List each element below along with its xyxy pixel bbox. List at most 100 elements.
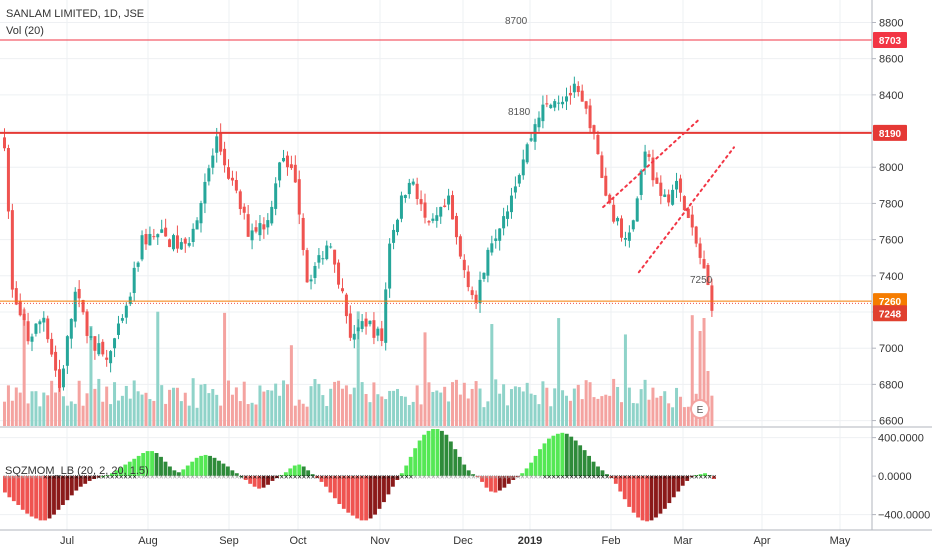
candle-body bbox=[160, 229, 164, 233]
squeeze-dot: × bbox=[498, 473, 503, 482]
squeeze-dot: × bbox=[676, 473, 681, 482]
candle-body bbox=[109, 351, 113, 364]
candle-body bbox=[451, 195, 455, 220]
indicator-tick-label: 0.0000 bbox=[878, 471, 912, 483]
volume-bar bbox=[564, 395, 568, 426]
candle-body bbox=[392, 229, 396, 243]
candle-body bbox=[85, 311, 89, 336]
momentum-bar bbox=[52, 476, 56, 515]
momentum-bar bbox=[324, 476, 328, 487]
candle-body bbox=[317, 255, 321, 263]
candle-body bbox=[156, 234, 160, 238]
volume-bar bbox=[250, 402, 254, 426]
candle-body bbox=[427, 221, 431, 223]
volume-bar bbox=[506, 405, 510, 426]
momentum-bar bbox=[404, 465, 409, 477]
momentum-bar bbox=[596, 466, 600, 477]
momentum-bar bbox=[542, 443, 547, 477]
candle-body bbox=[262, 224, 266, 230]
candle-body bbox=[191, 228, 195, 242]
volume-bar bbox=[454, 379, 458, 426]
candle-body bbox=[561, 101, 565, 105]
candle-body bbox=[136, 262, 140, 267]
squeeze-dot: × bbox=[163, 473, 168, 482]
squeeze-dot: × bbox=[449, 473, 454, 482]
squeeze-dot: × bbox=[123, 473, 128, 482]
volume-bar bbox=[156, 311, 160, 426]
squeeze-dot: × bbox=[248, 473, 253, 482]
indicator-legend[interactable]: SQZMOM_LB (20, 2, 20, 1.5) bbox=[5, 465, 149, 477]
candle-body bbox=[403, 195, 407, 199]
momentum-bar bbox=[382, 476, 386, 503]
candle-body bbox=[65, 336, 69, 366]
momentum-bar bbox=[529, 462, 534, 477]
volume-legend[interactable]: Vol (20) bbox=[6, 25, 44, 37]
volume-bar bbox=[380, 396, 384, 426]
squeeze-dot: × bbox=[199, 473, 204, 482]
event-marker-label: E bbox=[697, 405, 704, 416]
volume-bar bbox=[340, 388, 344, 426]
candle-body bbox=[678, 178, 682, 193]
squeeze-dot: × bbox=[65, 473, 70, 482]
momentum-bar bbox=[555, 433, 560, 477]
momentum-bar bbox=[20, 476, 25, 510]
volume-bar bbox=[65, 405, 69, 426]
candle-body bbox=[313, 265, 317, 278]
candle-body bbox=[77, 288, 81, 299]
candle-body bbox=[663, 194, 667, 197]
momentum-bar bbox=[395, 476, 400, 480]
volume-bar bbox=[423, 332, 427, 426]
candle-body bbox=[238, 191, 242, 210]
squeeze-dot: × bbox=[159, 473, 164, 482]
candle-body bbox=[360, 321, 364, 329]
price-tick-label: 7600 bbox=[879, 235, 903, 247]
squeeze-dot: × bbox=[190, 473, 195, 482]
squeeze-dot: × bbox=[471, 473, 476, 482]
momentum-bar bbox=[368, 476, 373, 519]
squeeze-dot: × bbox=[658, 473, 663, 482]
momentum-bar bbox=[676, 476, 681, 492]
momentum-bar bbox=[69, 476, 74, 496]
volume-bar bbox=[545, 387, 549, 426]
squeeze-dot: × bbox=[355, 473, 360, 482]
squeeze-dot: × bbox=[672, 473, 677, 482]
momentum-bar bbox=[662, 476, 667, 509]
candle-body bbox=[706, 265, 710, 286]
symbol-title[interactable]: SANLAM LIMITED, 1D, JSE bbox=[6, 8, 145, 20]
volume-bar bbox=[34, 391, 38, 426]
candle-body bbox=[6, 148, 10, 212]
candle-body bbox=[588, 105, 592, 129]
volume-bar bbox=[576, 384, 580, 426]
candle-body bbox=[498, 228, 502, 241]
squeeze-dot: × bbox=[583, 473, 588, 482]
momentum-bar bbox=[489, 476, 493, 492]
squeeze-dot: × bbox=[462, 473, 467, 482]
momentum-bar bbox=[689, 476, 694, 478]
squeeze-dot: × bbox=[208, 473, 213, 482]
volume-bar bbox=[427, 382, 431, 426]
candle-body bbox=[101, 341, 105, 355]
momentum-bar bbox=[167, 466, 172, 477]
squeeze-dot: × bbox=[7, 473, 12, 482]
squeeze-dot: × bbox=[591, 473, 596, 482]
volume-bar bbox=[627, 387, 631, 426]
squeeze-dot: × bbox=[565, 473, 570, 482]
squeeze-dot: × bbox=[453, 473, 458, 482]
squeeze-dot: × bbox=[230, 473, 235, 482]
squeeze-dot: × bbox=[636, 473, 641, 482]
candle-body bbox=[278, 162, 282, 181]
squeeze-dot: × bbox=[150, 473, 155, 482]
volume-bar bbox=[486, 401, 490, 426]
momentum-bar bbox=[453, 449, 458, 477]
squeeze-dot: × bbox=[654, 473, 659, 482]
momentum-bar bbox=[275, 476, 279, 479]
squeeze-dot: × bbox=[21, 473, 26, 482]
momentum-bar bbox=[243, 476, 248, 480]
volume-bar bbox=[195, 407, 199, 426]
momentum-bar bbox=[234, 473, 239, 477]
volume-bar bbox=[337, 380, 341, 426]
momentum-bar bbox=[297, 464, 302, 477]
squeeze-dot: × bbox=[137, 473, 142, 482]
volume-bar bbox=[396, 388, 399, 426]
